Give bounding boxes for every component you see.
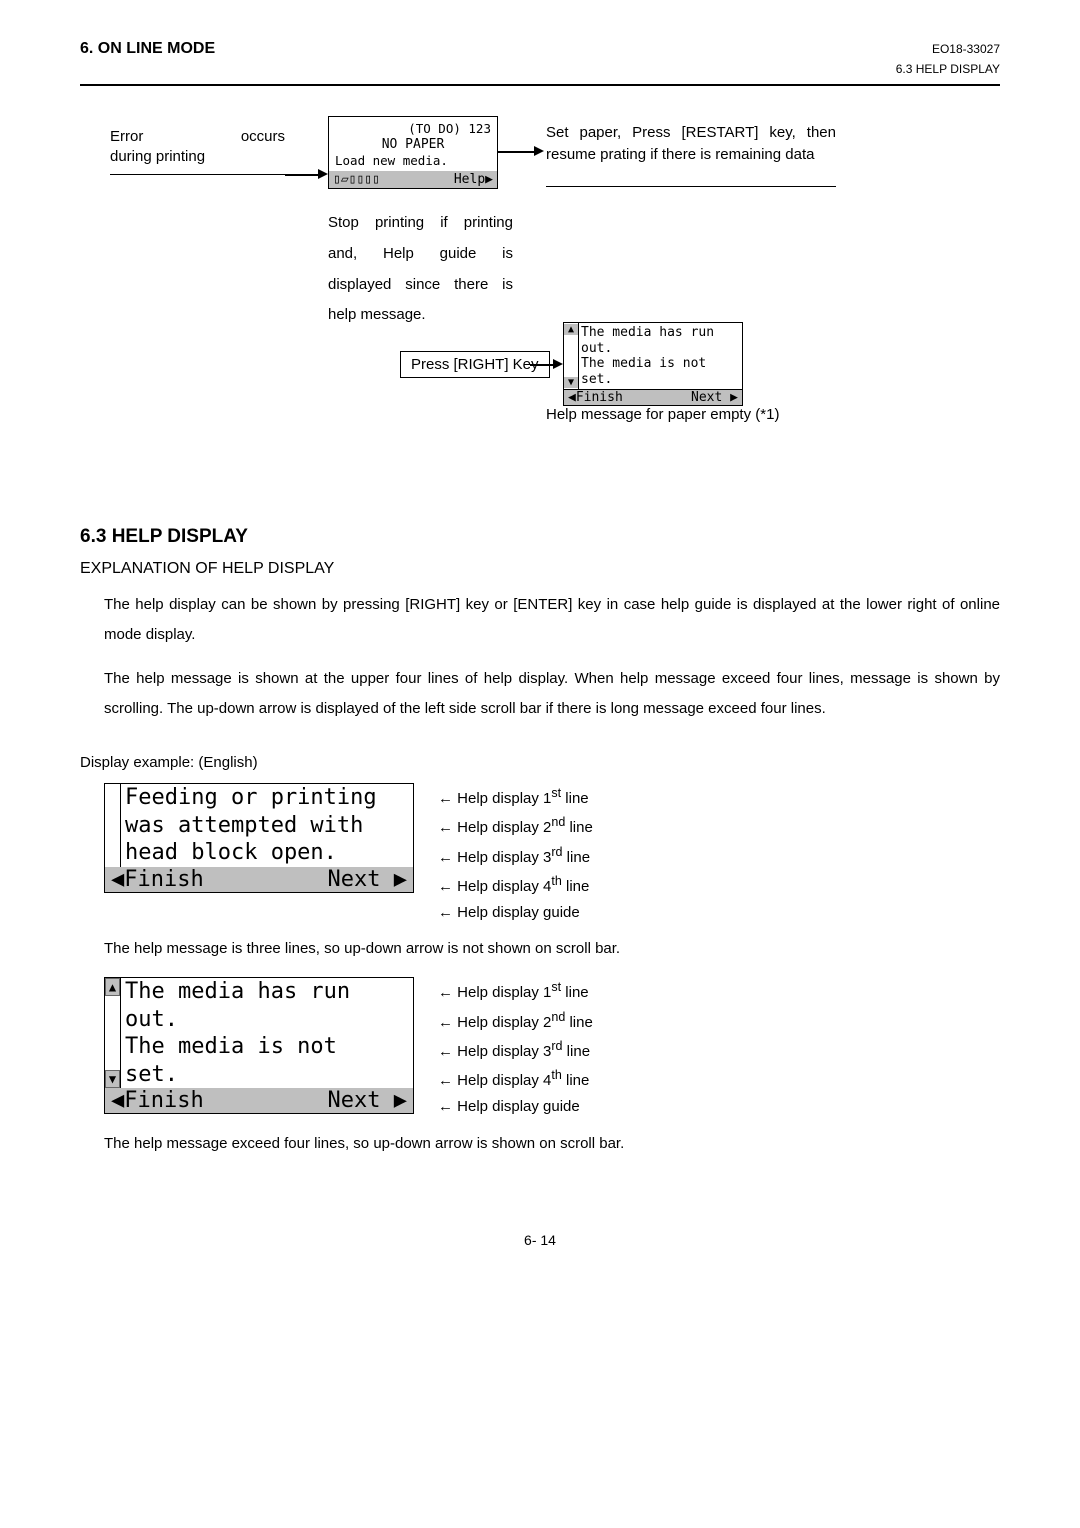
flow-right-desc: Set paper, Press [RESTART] key, then res… [546,122,836,166]
help-lcd-small: ▲ ▼ The media has run out. The media is … [563,322,743,406]
para-2: The help message is shown at the upper f… [104,664,1000,724]
header-rule [80,84,1000,86]
lcd1-l3: Load new media. [335,153,491,169]
example-1: Feeding or printing was attempted with h… [104,783,1000,926]
scroll-down-icon: ▼ [105,1070,120,1088]
page-number: 6- 14 [80,1232,1000,1248]
help-caption: Help message for paper empty (*1) [546,406,779,423]
header-section: 6. ON LINE MODE [80,40,215,58]
lcd1-status-icons: ▯▱▯▯▯▯ [333,172,380,187]
lcd1-status-help: Help▶ [454,172,493,187]
flow-err-l2: during printing [110,148,285,165]
lcd-nopaper: (TO DO) 123 NO PAPER Load new media. ▯▱▯… [328,116,498,189]
ex1-note: The help message is three lines, so up-d… [104,940,1000,957]
lcd1-l2: NO PAPER [335,137,491,153]
example-2: ▲ ▼ The media has run out. The media is … [104,977,1000,1120]
section-subheading: EXPLANATION OF HELP DISPLAY [80,560,1000,578]
press-right-box: Press [RIGHT] Key [400,351,550,378]
header-sub: 6.3 HELP DISPLAY [80,62,1000,76]
lcd1-l1: (TO DO) 123 [335,121,491,137]
flow-diagram: Error occurs during printing (TO DO) 123… [110,116,1000,486]
header-docid: EO18-33027 [932,42,1000,56]
ex2-note: The help message exceed four lines, so u… [104,1135,1000,1152]
scroll-down-icon: ▼ [564,377,578,388]
section-heading: 6.3 HELP DISPLAY [80,526,1000,548]
para-1: The help display can be shown by pressin… [104,590,1000,650]
scroll-up-icon: ▲ [105,978,120,996]
scroll-up-icon: ▲ [564,324,578,335]
example-label: Display example: (English) [80,754,1000,771]
flow-err-w2: occurs [241,128,285,145]
flow-err-w1: Error [110,128,143,145]
